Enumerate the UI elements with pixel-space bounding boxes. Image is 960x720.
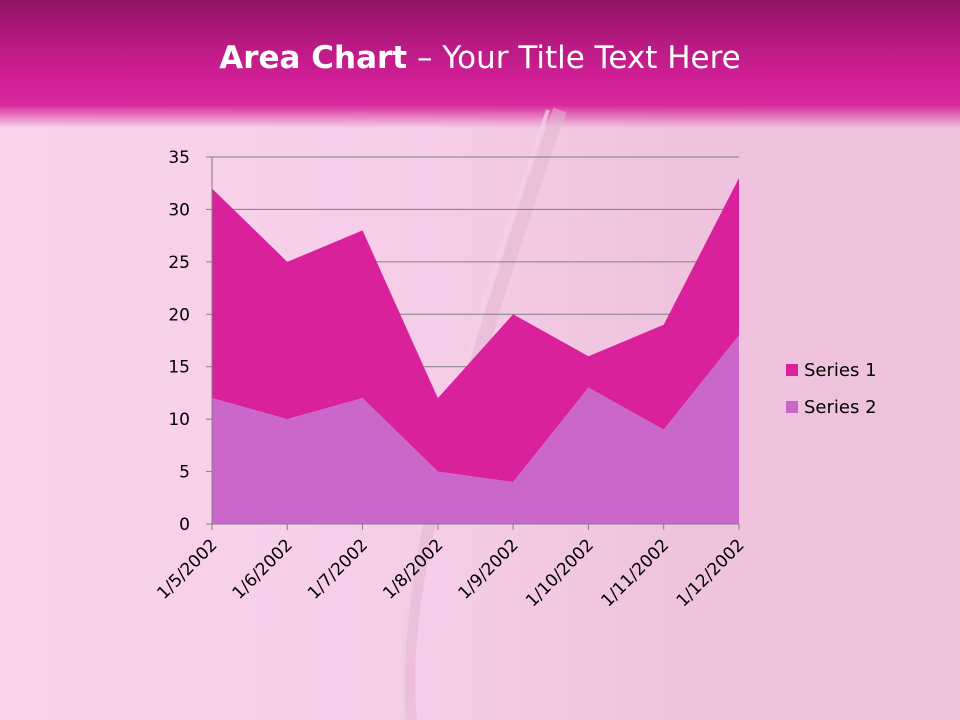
y-tick-label: 25	[168, 253, 190, 273]
x-tick-label: 1/6/2002	[229, 535, 297, 603]
slide-title: Area Chart – Your Title Text Here	[0, 40, 960, 76]
legend-label-series-1: Series 1	[804, 360, 877, 381]
title-bold: Area Chart	[219, 40, 408, 76]
y-tick-label: 10	[168, 410, 190, 430]
legend-label-series-2: Series 2	[804, 397, 877, 418]
x-tick-label: 1/11/2002	[597, 535, 673, 611]
y-tick-label: 15	[168, 358, 190, 378]
x-tick-label: 1/10/2002	[522, 535, 598, 611]
x-tick-label: 1/7/2002	[304, 535, 372, 603]
legend-swatch-series-2	[786, 401, 798, 413]
y-tick-label: 0	[179, 515, 190, 535]
y-tick-label: 20	[168, 305, 190, 325]
area-series-1	[212, 177, 739, 483]
title-rest: – Your Title Text Here	[407, 40, 741, 76]
area-series	[212, 177, 739, 524]
y-tick-label: 30	[168, 200, 190, 220]
x-tick-label: 1/9/2002	[455, 535, 523, 603]
x-tick-label: 1/12/2002	[673, 535, 749, 611]
area-series-2	[212, 335, 739, 524]
title-banner	[0, 0, 960, 128]
y-tick-label: 5	[179, 463, 190, 483]
y-tick-label: 35	[168, 148, 190, 168]
x-tick-label: 1/5/2002	[153, 535, 221, 603]
x-tick-label: 1/8/2002	[379, 535, 447, 603]
legend-swatch-series-1	[786, 364, 798, 376]
legend: Series 1 Series 2	[786, 360, 877, 418]
